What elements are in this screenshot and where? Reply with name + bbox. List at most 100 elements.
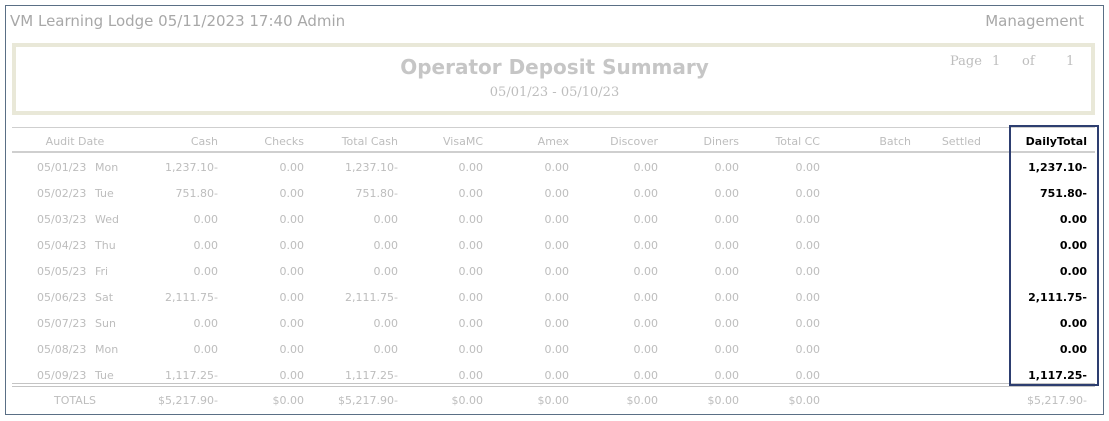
amount: 2,111.75- xyxy=(345,291,398,304)
weekday: Mon xyxy=(95,161,119,174)
amount: 0.00 xyxy=(544,343,570,356)
amount: 0.00 xyxy=(795,213,821,226)
column-header: Total CC xyxy=(775,135,820,148)
amount: 0.00 xyxy=(458,291,484,304)
column-header: Batch xyxy=(879,135,911,148)
daily-total: 0.00 xyxy=(1059,343,1087,356)
column-header: DailyTotal xyxy=(1025,135,1087,148)
amount: 0.00 xyxy=(193,343,219,356)
page-current: 1 xyxy=(992,54,1001,69)
date-range: 05/01/23 - 05/10/23 xyxy=(489,85,620,100)
amount: 0.00 xyxy=(714,161,740,174)
audit-date: 05/06/23 xyxy=(37,291,87,304)
daily-total: 0.00 xyxy=(1059,239,1087,252)
audit-date: 05/09/23 xyxy=(37,369,87,382)
weekday: Sat xyxy=(95,291,114,304)
weekday: Wed xyxy=(95,213,119,226)
page-total: 1 xyxy=(1066,54,1075,69)
amount: 0.00 xyxy=(714,343,740,356)
daily-total: 0.00 xyxy=(1059,213,1087,226)
amount: 0.00 xyxy=(193,317,219,330)
amount: 751.80- xyxy=(175,187,218,200)
weekday: Thu xyxy=(95,239,116,252)
column-header: Audit Date xyxy=(45,135,105,148)
amount: 0.00 xyxy=(795,161,821,174)
total-amount: $5,217.90- xyxy=(1027,394,1087,407)
audit-date: 05/04/23 xyxy=(37,239,87,252)
total-amount: $0.00 xyxy=(626,394,659,407)
amount: 0.00 xyxy=(795,317,821,330)
audit-date: 05/01/23 xyxy=(37,161,87,174)
amount: 2,111.75- xyxy=(165,291,218,304)
amount: 0.00 xyxy=(458,161,484,174)
amount: 0.00 xyxy=(279,161,305,174)
amount: 0.00 xyxy=(795,187,821,200)
amount: 0.00 xyxy=(544,317,570,330)
rule xyxy=(12,127,1095,128)
weekday: Mon xyxy=(95,343,119,356)
column-header: Diners xyxy=(703,135,739,148)
rule xyxy=(12,383,1095,387)
amount: 1,237.10- xyxy=(345,161,398,174)
amount: 0.00 xyxy=(458,239,484,252)
amount: 0.00 xyxy=(373,317,399,330)
amount: 0.00 xyxy=(633,317,659,330)
column-header: Cash xyxy=(190,135,218,148)
amount: 0.00 xyxy=(714,213,740,226)
amount: 0.00 xyxy=(279,239,305,252)
amount: 1,117.25- xyxy=(165,369,218,382)
header-left: VM Learning Lodge 05/11/2023 17:40 Admin xyxy=(10,12,346,30)
audit-date: 05/02/23 xyxy=(37,187,87,200)
amount: 0.00 xyxy=(633,239,659,252)
column-header: Discover xyxy=(610,135,658,148)
totals-label: TOTALS xyxy=(54,394,96,407)
amount: 0.00 xyxy=(458,265,484,278)
amount: 0.00 xyxy=(714,239,740,252)
amount: 0.00 xyxy=(633,291,659,304)
amount: 0.00 xyxy=(633,161,659,174)
amount: 0.00 xyxy=(193,265,219,278)
column-header: Checks xyxy=(264,135,304,148)
audit-date: 05/05/23 xyxy=(37,265,87,278)
title-box xyxy=(12,43,1095,115)
amount: 0.00 xyxy=(373,239,399,252)
amount: 0.00 xyxy=(458,213,484,226)
daily-total: 2,111.75- xyxy=(1028,291,1087,304)
total-amount: $0.00 xyxy=(707,394,740,407)
weekday: Fri xyxy=(95,265,109,278)
amount: 0.00 xyxy=(795,239,821,252)
amount: 0.00 xyxy=(544,291,570,304)
amount: 0.00 xyxy=(633,369,659,382)
amount: 0.00 xyxy=(193,239,219,252)
amount: 0.00 xyxy=(544,161,570,174)
header-right: Management xyxy=(985,12,1084,30)
amount: 0.00 xyxy=(279,343,305,356)
weekday: Sun xyxy=(95,317,116,330)
amount: 0.00 xyxy=(795,291,821,304)
column-header: VisaMC xyxy=(443,135,483,148)
total-amount: $5,217.90- xyxy=(158,394,218,407)
amount: 0.00 xyxy=(633,343,659,356)
amount: 0.00 xyxy=(458,187,484,200)
amount: 0.00 xyxy=(714,317,740,330)
daily-total: 1,117.25- xyxy=(1028,369,1087,382)
rule xyxy=(12,151,1095,153)
amount: 0.00 xyxy=(373,343,399,356)
daily-total: 751.80- xyxy=(1039,187,1087,200)
amount: 0.00 xyxy=(633,213,659,226)
amount: 0.00 xyxy=(633,265,659,278)
amount: 0.00 xyxy=(458,343,484,356)
total-amount: $5,217.90- xyxy=(338,394,398,407)
amount: 0.00 xyxy=(373,213,399,226)
audit-date: 05/07/23 xyxy=(37,317,87,330)
amount: 0.00 xyxy=(544,369,570,382)
amount: 0.00 xyxy=(714,187,740,200)
column-header: Total Cash xyxy=(341,135,398,148)
amount: 0.00 xyxy=(714,265,740,278)
report-title: Operator Deposit Summary xyxy=(400,55,709,79)
daily-total: 0.00 xyxy=(1059,265,1087,278)
amount: 0.00 xyxy=(795,369,821,382)
amount: 0.00 xyxy=(373,265,399,278)
amount: 1,237.10- xyxy=(165,161,218,174)
amount: 0.00 xyxy=(279,265,305,278)
